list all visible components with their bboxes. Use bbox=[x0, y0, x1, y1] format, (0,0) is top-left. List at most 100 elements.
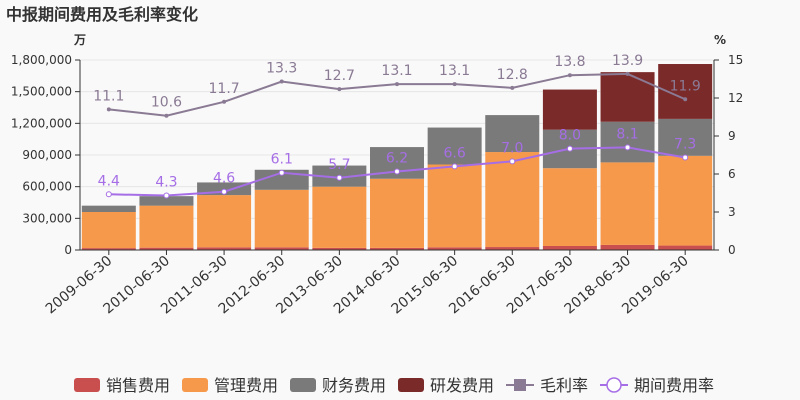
bar-segment bbox=[254, 247, 309, 250]
data-label: 7.0 bbox=[501, 140, 523, 156]
line-point bbox=[683, 97, 688, 102]
right-axis-tick-label: 12 bbox=[728, 91, 743, 105]
bar-segment bbox=[485, 115, 540, 153]
bar-segment bbox=[81, 212, 136, 249]
line-point bbox=[279, 79, 284, 84]
legend-marker bbox=[514, 379, 526, 391]
line-point bbox=[682, 154, 689, 161]
left-axis-tick-label: 1,200,000 bbox=[11, 116, 72, 130]
data-label: 6.1 bbox=[271, 152, 293, 168]
data-label: 13.1 bbox=[439, 63, 470, 79]
bar-segment bbox=[600, 121, 655, 163]
left-axis-tick-label: 900,000 bbox=[22, 148, 72, 162]
left-axis-tick-label: 300,000 bbox=[22, 211, 72, 225]
right-axis-tick-label: 3 bbox=[728, 205, 736, 219]
legend-swatch bbox=[74, 378, 100, 392]
right-axis-tick-label: 6 bbox=[728, 167, 736, 181]
legend-label: 研发费用 bbox=[430, 376, 494, 395]
bar-segment bbox=[139, 196, 194, 206]
data-label: 13.1 bbox=[381, 63, 412, 79]
legend-swatch bbox=[398, 378, 424, 392]
data-label: 11.9 bbox=[670, 78, 701, 94]
right-axis-tick-label: 0 bbox=[728, 243, 736, 257]
line-point bbox=[163, 192, 170, 199]
line-point bbox=[394, 168, 400, 175]
bar-segment bbox=[427, 127, 482, 165]
line-point bbox=[567, 73, 572, 78]
bar-segment bbox=[427, 247, 482, 250]
data-label: 4.6 bbox=[213, 171, 235, 187]
bar-segment bbox=[542, 168, 597, 246]
line-point bbox=[164, 113, 169, 118]
bar-segment bbox=[658, 155, 713, 246]
bar-segment bbox=[139, 205, 194, 248]
data-label: 5.7 bbox=[328, 157, 350, 173]
legend-label: 毛利率 bbox=[540, 376, 588, 395]
data-label: 11.1 bbox=[93, 88, 124, 104]
bar-segment bbox=[370, 178, 424, 248]
bar-segment bbox=[542, 245, 597, 250]
line-point bbox=[624, 144, 631, 151]
line-point bbox=[510, 85, 515, 90]
line-point bbox=[451, 163, 458, 170]
line-point bbox=[336, 174, 343, 181]
line-point bbox=[395, 82, 399, 87]
left-axis-unit: 万 bbox=[73, 33, 86, 47]
bar-segment bbox=[485, 247, 540, 250]
data-label: 13.3 bbox=[266, 61, 297, 77]
bar-segment bbox=[254, 189, 309, 248]
right-axis-tick-label: 9 bbox=[728, 129, 736, 143]
left-axis-tick-label: 1,500,000 bbox=[11, 85, 72, 99]
left-axis-tick-label: 0 bbox=[64, 243, 72, 257]
legend-label: 管理费用 bbox=[214, 376, 278, 395]
bar-segment bbox=[485, 152, 540, 248]
bar-segment bbox=[600, 162, 655, 245]
bar-segment bbox=[81, 205, 136, 212]
line-point bbox=[509, 158, 516, 165]
data-label: 6.2 bbox=[386, 150, 408, 166]
data-label: 6.6 bbox=[444, 145, 466, 161]
bar-segment bbox=[427, 164, 482, 248]
bar-segment bbox=[312, 247, 367, 250]
legend: 销售费用 管理费用 财务费用 研发费用 毛利率 期间费用率 bbox=[74, 376, 714, 395]
line-point bbox=[278, 169, 285, 176]
chart-title: 中报期间费用及毛利率变化 bbox=[6, 5, 198, 24]
legend-swatch bbox=[290, 378, 316, 392]
line-point bbox=[106, 107, 111, 112]
legend-label: 销售费用 bbox=[106, 376, 170, 395]
bar-segment bbox=[658, 245, 713, 250]
line-series bbox=[108, 72, 686, 117]
line-point bbox=[566, 145, 573, 152]
data-label: 13.9 bbox=[612, 53, 643, 69]
bar-segment bbox=[197, 195, 252, 248]
bar-segment bbox=[600, 244, 655, 250]
bar-segment bbox=[658, 118, 713, 156]
line-point bbox=[625, 71, 630, 76]
legend-swatch bbox=[182, 378, 208, 392]
bar-segment bbox=[600, 72, 655, 122]
right-axis-unit: % bbox=[714, 33, 726, 47]
line-point bbox=[452, 82, 457, 87]
line-point bbox=[337, 87, 342, 92]
data-label: 4.4 bbox=[98, 173, 120, 189]
line-point bbox=[222, 99, 227, 104]
bar-segment bbox=[312, 186, 367, 248]
right-axis-tick-label: 15 bbox=[728, 53, 743, 67]
line-point bbox=[221, 188, 228, 195]
data-label: 10.6 bbox=[151, 95, 182, 111]
bar-segment bbox=[139, 247, 194, 250]
data-label: 12.8 bbox=[497, 67, 528, 83]
bar-segment bbox=[370, 247, 424, 250]
data-label: 7.3 bbox=[674, 137, 696, 153]
data-label: 8.1 bbox=[616, 126, 638, 142]
legend-label: 期间费用率 bbox=[634, 376, 714, 395]
legend-label: 财务费用 bbox=[322, 376, 386, 395]
legend-marker bbox=[606, 377, 622, 393]
data-label: 13.8 bbox=[554, 54, 585, 70]
data-label: 11.7 bbox=[209, 81, 240, 97]
bar-segment bbox=[542, 89, 597, 130]
data-label: 12.7 bbox=[324, 68, 355, 84]
data-label: 8.0 bbox=[559, 128, 581, 144]
data-label: 4.3 bbox=[155, 175, 177, 191]
